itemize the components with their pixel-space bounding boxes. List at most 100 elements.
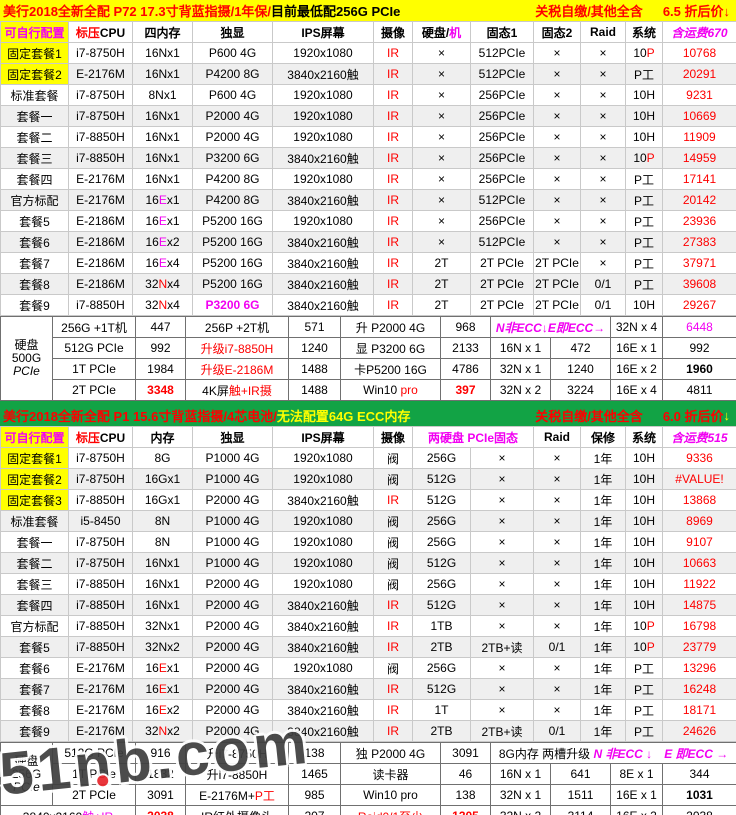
cell-upgrade-price[interactable]: 32N x 2 <box>490 379 551 401</box>
cell-upgrade-price[interactable]: 显 P3200 6G <box>340 337 441 359</box>
cell-ssd2[interactable]: × <box>533 210 581 232</box>
cell-memory-option[interactable]: 4811 <box>662 379 736 401</box>
cell-upgrade-price[interactable]: 138 <box>288 742 341 764</box>
cell-upgrade-item[interactable]: 512G PCIe <box>52 742 136 764</box>
cell-memory[interactable]: 8Nx1 <box>132 84 193 106</box>
cell-memory-price[interactable]: 16E x 1 <box>610 784 663 806</box>
cell-upgrade-item[interactable]: 46 <box>440 763 491 785</box>
cell-price[interactable]: 39608 <box>662 273 736 295</box>
cell-warranty[interactable]: 1年 <box>580 678 627 700</box>
cell-memory-price[interactable]: 8E x 1 <box>610 763 663 785</box>
cell-camera[interactable]: IR <box>373 147 413 169</box>
cell-gpu[interactable]: P1000 4G <box>192 552 273 574</box>
cell-upgrade-price[interactable]: 32N x 1 <box>490 358 551 380</box>
cell-upgrade-price[interactable]: 32N x 1 <box>490 784 551 806</box>
cell-row-label[interactable]: 套餐一 <box>0 531 69 553</box>
cell-upgrade-item[interactable]: 1984 <box>135 358 186 380</box>
cell-os[interactable]: 10H <box>625 573 664 595</box>
cell-os[interactable]: P工 <box>625 63 663 85</box>
cell-raid[interactable]: × <box>580 42 626 64</box>
cell-hdd[interactable]: 256G <box>412 657 471 679</box>
cell-warranty[interactable]: 1年 <box>580 447 627 469</box>
cell-memory-price[interactable]: 16E x 2 <box>610 358 663 380</box>
cell-cpu[interactable]: E-2186M <box>68 273 133 295</box>
cell-price[interactable]: 9231 <box>662 84 736 106</box>
cell-cpu[interactable]: E-2186M <box>68 231 133 253</box>
cell-memory[interactable]: 32Nx1 <box>132 615 193 637</box>
cell-warranty[interactable]: 1年 <box>580 468 627 490</box>
cell-os[interactable]: P工 <box>625 189 663 211</box>
cell-memory-option[interactable]: 6448 <box>662 316 736 338</box>
cell-camera[interactable]: IR <box>373 210 413 232</box>
cell-row-label[interactable]: 套餐二 <box>0 126 69 148</box>
cell-gpu[interactable]: P4200 8G <box>192 63 273 85</box>
cell-memory[interactable]: 16Nx1 <box>132 63 193 85</box>
cell-ssd2[interactable]: × <box>533 42 581 64</box>
cell-price[interactable]: 14875 <box>662 594 736 616</box>
cell-memory[interactable]: 32Nx4 <box>132 273 193 295</box>
cell-price[interactable]: 10669 <box>662 105 736 127</box>
cell-memory-option[interactable]: 3114 <box>550 805 611 815</box>
cell-memory[interactable]: 16Nx1 <box>132 147 193 169</box>
cell-os[interactable]: 10H <box>625 105 663 127</box>
cell-gpu[interactable]: P1000 4G <box>192 447 273 469</box>
cell-gpu[interactable]: P2000 4G <box>192 126 273 148</box>
cell-memory[interactable]: 16Nx1 <box>132 594 193 616</box>
cell-memory-option[interactable]: 641 <box>550 763 611 785</box>
cell-upgrade-item[interactable]: 256P +2T机 <box>185 316 289 338</box>
cell-camera[interactable]: 阀 <box>373 468 413 490</box>
cell-gpu[interactable]: P4200 8G <box>192 168 273 190</box>
cell-cpu[interactable]: i7-8750H <box>68 552 133 574</box>
cell-upgrade-label[interactable]: 512G PCIe <box>52 337 136 359</box>
cell-screen[interactable]: 1920x1080 <box>272 573 374 595</box>
cell-screen[interactable]: 3840x2160触 <box>272 294 374 316</box>
cell-screen[interactable]: 3840x2160触 <box>272 594 374 616</box>
cell-warranty[interactable]: 1年 <box>580 510 627 532</box>
cell-row-label[interactable]: 固定套餐2 <box>0 63 69 85</box>
cell-os[interactable]: P工 <box>625 210 663 232</box>
cell-gpu[interactable]: P5200 16G <box>192 231 273 253</box>
cell-hdd[interactable]: 1TB <box>412 615 471 637</box>
cell-memory[interactable]: 16Ex1 <box>132 189 193 211</box>
cell-raid[interactable]: × <box>533 699 582 721</box>
cell-screen[interactable]: 1920x1080 <box>272 168 374 190</box>
cell-raid[interactable]: × <box>533 657 582 679</box>
cell-upgrade-price[interactable]: 4K屏触+IR摄 <box>185 379 289 401</box>
cell-camera[interactable]: IR <box>373 105 413 127</box>
cell-warranty[interactable]: 1年 <box>580 699 627 721</box>
cell-row-label[interactable]: 套餐一 <box>0 105 69 127</box>
cell-screen[interactable]: 3840x2160触 <box>272 189 374 211</box>
cell-camera[interactable]: IR <box>373 720 413 742</box>
cell-row-label[interactable]: 套餐8 <box>0 699 69 721</box>
cell-hdd[interactable]: × <box>412 210 471 232</box>
cell-ssd2[interactable]: × <box>533 168 581 190</box>
cell-ssd1[interactable]: 256PCIe <box>470 147 534 169</box>
cell-memory-price[interactable]: 32N x 4 <box>610 316 663 338</box>
cell-row-label[interactable]: 套餐5 <box>0 636 69 658</box>
cell-screen[interactable]: 3840x2160触 <box>272 252 374 274</box>
cell-warranty[interactable]: 1年 <box>580 657 627 679</box>
cell-memory[interactable]: 16Nx1 <box>132 105 193 127</box>
cell-os[interactable]: 10H <box>625 447 664 469</box>
cell-camera[interactable]: IR <box>373 231 413 253</box>
cell-camera[interactable]: 阀 <box>373 657 413 679</box>
cell-warranty[interactable]: 1年 <box>580 552 627 574</box>
cell-hdd[interactable]: 256G <box>412 447 471 469</box>
cell-screen[interactable]: 3840x2160触 <box>272 678 374 700</box>
cell-price[interactable]: 13296 <box>662 657 736 679</box>
cell-gpu[interactable]: P2000 4G <box>192 657 273 679</box>
cell-ssd2[interactable]: × <box>533 147 581 169</box>
cell-screen[interactable]: 1920x1080 <box>272 552 374 574</box>
cell-memory-option[interactable]: N非ECC↓E即ECC→ <box>490 316 611 338</box>
cell-os[interactable]: 10P <box>625 42 663 64</box>
cell-gpu[interactable]: P5200 16G <box>192 273 273 295</box>
cell-ssd1[interactable]: 256PCIe <box>470 105 534 127</box>
cell-os[interactable]: 10H <box>625 531 664 553</box>
cell-upgrade-item[interactable]: 207 <box>288 805 341 815</box>
cell-ssd1[interactable]: 2T PCIe <box>470 294 534 316</box>
cell-upgrade-label[interactable]: 硬盘 256G PCIe <box>0 742 53 806</box>
cell-gpu[interactable]: P4200 8G <box>192 189 273 211</box>
cell-upgrade-price[interactable]: 升i7-8850H <box>185 763 289 785</box>
cell-camera[interactable]: IR <box>373 42 413 64</box>
cell-memory-option[interactable]: 1031 <box>661 784 736 806</box>
